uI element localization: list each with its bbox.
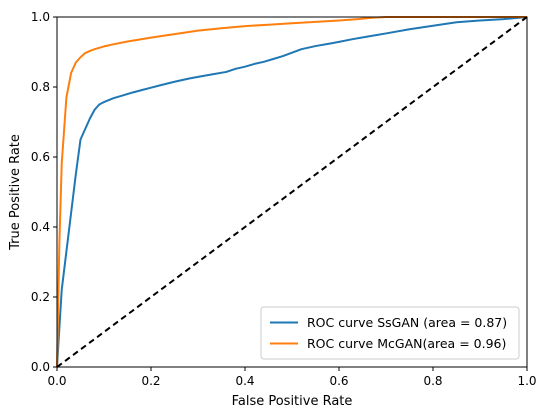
x-tick-label: 1.0 xyxy=(517,374,536,388)
diagonal-reference-line xyxy=(56,16,528,368)
legend: ROC curve SsGAN (area = 0.87) ROC curve M… xyxy=(260,306,520,360)
axes-frame xyxy=(56,16,528,368)
y-axis-label: True Positive Rate xyxy=(8,134,23,251)
x-axis-label: False Positive Rate xyxy=(232,394,353,409)
y-tick-label: 0.0 xyxy=(31,360,50,374)
y-tick-label: 0.8 xyxy=(31,80,50,94)
legend-entry-label: ROC curve McGAN(area = 0.96) xyxy=(307,336,506,351)
series-line-1 xyxy=(56,16,527,368)
y-tick-label: 0.4 xyxy=(31,220,50,234)
y-tick-label: 0.2 xyxy=(31,290,50,304)
x-tick-label: 0.2 xyxy=(141,374,160,388)
legend-entry-label: ROC curve SsGAN (area = 0.87) xyxy=(307,315,507,330)
axes-layer: 0.0 0.2 0.4 0.6 0.8 1.0 0.0 0.2 0.4 0.6 0.8 1.0 xyxy=(31,10,537,388)
x-tick-label: 0.0 xyxy=(47,374,66,388)
series-layer xyxy=(56,16,528,368)
legend-box xyxy=(260,306,520,360)
x-tick-label: 0.4 xyxy=(235,374,254,388)
y-tick-label: 0.6 xyxy=(31,150,50,164)
x-tick-label: 0.6 xyxy=(329,374,348,388)
x-tick-label: 0.8 xyxy=(423,374,442,388)
series-line-0 xyxy=(56,16,528,368)
y-tick-label: 1.0 xyxy=(31,10,50,24)
